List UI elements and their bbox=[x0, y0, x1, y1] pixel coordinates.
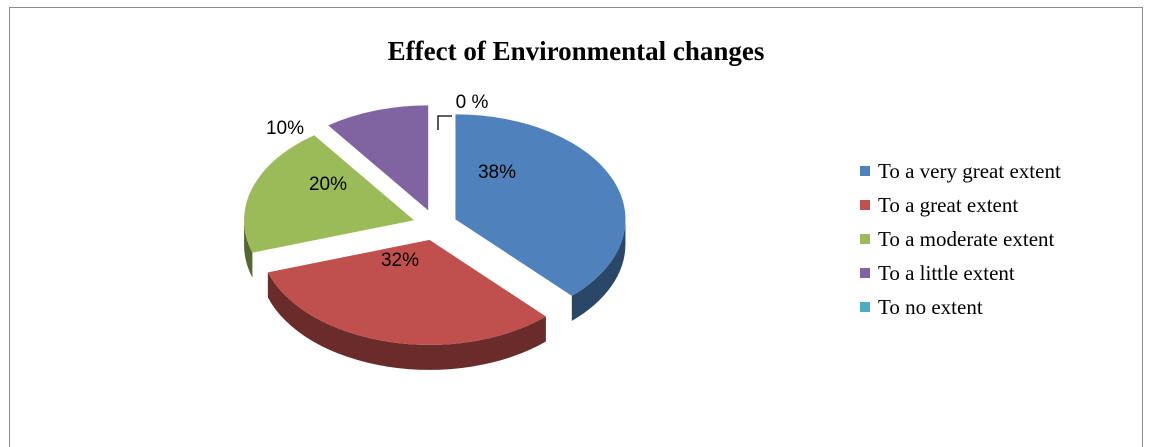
pie-slice-moderate bbox=[244, 135, 415, 253]
legend-item-very-great: To a very great extent bbox=[860, 154, 1061, 188]
legend-swatch bbox=[860, 200, 870, 210]
legend-item-great: To a great extent bbox=[860, 188, 1061, 222]
legend-swatch bbox=[860, 234, 870, 244]
data-label-moderate: 20% bbox=[309, 174, 347, 195]
pie-slice-little bbox=[328, 105, 429, 211]
pie-slice-side-great bbox=[267, 272, 546, 370]
legend-swatch bbox=[860, 166, 870, 176]
legend-label: To a great extent bbox=[878, 192, 1019, 217]
pie-slice-very-great bbox=[455, 114, 626, 296]
pie-slice-great bbox=[267, 239, 546, 345]
legend-label: To a moderate extent bbox=[878, 226, 1055, 251]
legend-label: To a very great extent bbox=[878, 158, 1061, 183]
chart-legend: To a very great extent To a great extent… bbox=[860, 154, 1061, 324]
legend-swatch bbox=[860, 268, 870, 278]
legend-item-none: To no extent bbox=[860, 290, 1061, 324]
pie-slice-side-very-great bbox=[571, 219, 626, 321]
legend-label: To a little extent bbox=[878, 260, 1015, 285]
leader-line bbox=[437, 115, 452, 130]
data-label-very-great: 38% bbox=[478, 162, 516, 183]
legend-swatch bbox=[860, 302, 870, 312]
legend-item-little: To a little extent bbox=[860, 256, 1061, 290]
legend-item-moderate: To a moderate extent bbox=[860, 222, 1061, 256]
data-label-little: 10% bbox=[266, 118, 304, 139]
data-label-great: 32% bbox=[381, 250, 419, 271]
legend-label: To no extent bbox=[878, 294, 983, 319]
data-label-none: 0 % bbox=[456, 92, 489, 113]
pie-slice-side-moderate bbox=[244, 220, 253, 278]
chart-title: Effect of Environmental changes bbox=[387, 36, 765, 66]
